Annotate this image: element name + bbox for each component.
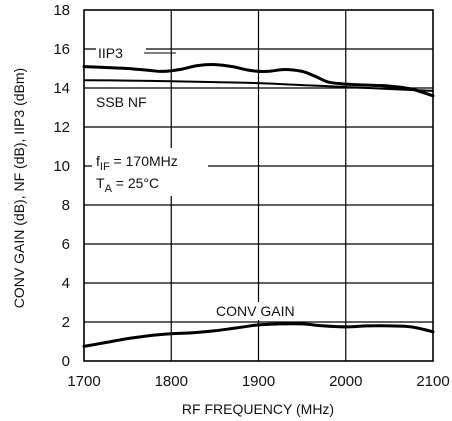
series-line-ssb-nf — [83, 79, 434, 92]
y-tick-label: 6 — [62, 236, 70, 253]
annotation-ta-sub: A — [105, 183, 113, 195]
x-tick-label: 2000 — [329, 373, 362, 390]
y-tick-label: 2 — [62, 314, 70, 331]
series-labels: IIP3 SSB NF CONV GAIN — [92, 44, 308, 320]
annotation-ta-rest: = 25°C — [112, 175, 159, 191]
y-tick-label: 8 — [62, 197, 70, 214]
y-tick-labels: 0 2 4 6 8 10 12 14 16 18 — [53, 2, 70, 370]
x-tick-label: 1800 — [155, 373, 188, 390]
annotation-fif-rest: = 170MHz — [110, 153, 178, 169]
annotation-ta-main: T — [96, 175, 105, 191]
series-label-conv-gain: CONV GAIN — [216, 303, 295, 319]
series-label-ssb-nf: SSB NF — [96, 94, 147, 110]
annotation-background — [92, 148, 208, 196]
x-tick-labels: 1700 1800 1900 2000 2100 — [67, 373, 449, 390]
series-label-bg-conv-gain — [212, 302, 308, 320]
plot-frame — [83, 9, 434, 362]
x-axis-label: RF FREQUENCY (MHz) — [182, 401, 334, 417]
series-line-conv-gain — [82, 322, 435, 348]
x-tick-label: 1900 — [242, 373, 275, 390]
y-tick-label: 4 — [62, 275, 70, 292]
y-axis-label: CONV GAIN (dB), NF (dB), IIP3 (dBm) — [11, 68, 27, 308]
x-tick-label: 1700 — [67, 373, 100, 390]
series-label-iip3: IIP3 — [98, 45, 123, 61]
series-line-iip3 — [82, 63, 435, 98]
series-label-bg-ssb-nf — [92, 93, 160, 111]
annotation-fif-sub: IF — [100, 161, 110, 173]
y-tick-label: 16 — [53, 41, 70, 58]
y-tick-label: 10 — [53, 158, 70, 175]
y-tick-label: 0 — [62, 353, 70, 370]
annotation-fif: fIF = 170MHz — [96, 153, 178, 173]
y-tick-label: 14 — [53, 80, 70, 97]
y-tick-label: 18 — [53, 2, 70, 19]
annotation-fif-main: f — [96, 153, 100, 169]
x-tick-label: 2100 — [416, 373, 449, 390]
series-label-bg-iip3 — [96, 44, 146, 62]
annotation-ta: TA = 25°C — [96, 175, 159, 195]
series-curves — [82, 63, 435, 348]
y-tick-label: 12 — [53, 119, 70, 136]
